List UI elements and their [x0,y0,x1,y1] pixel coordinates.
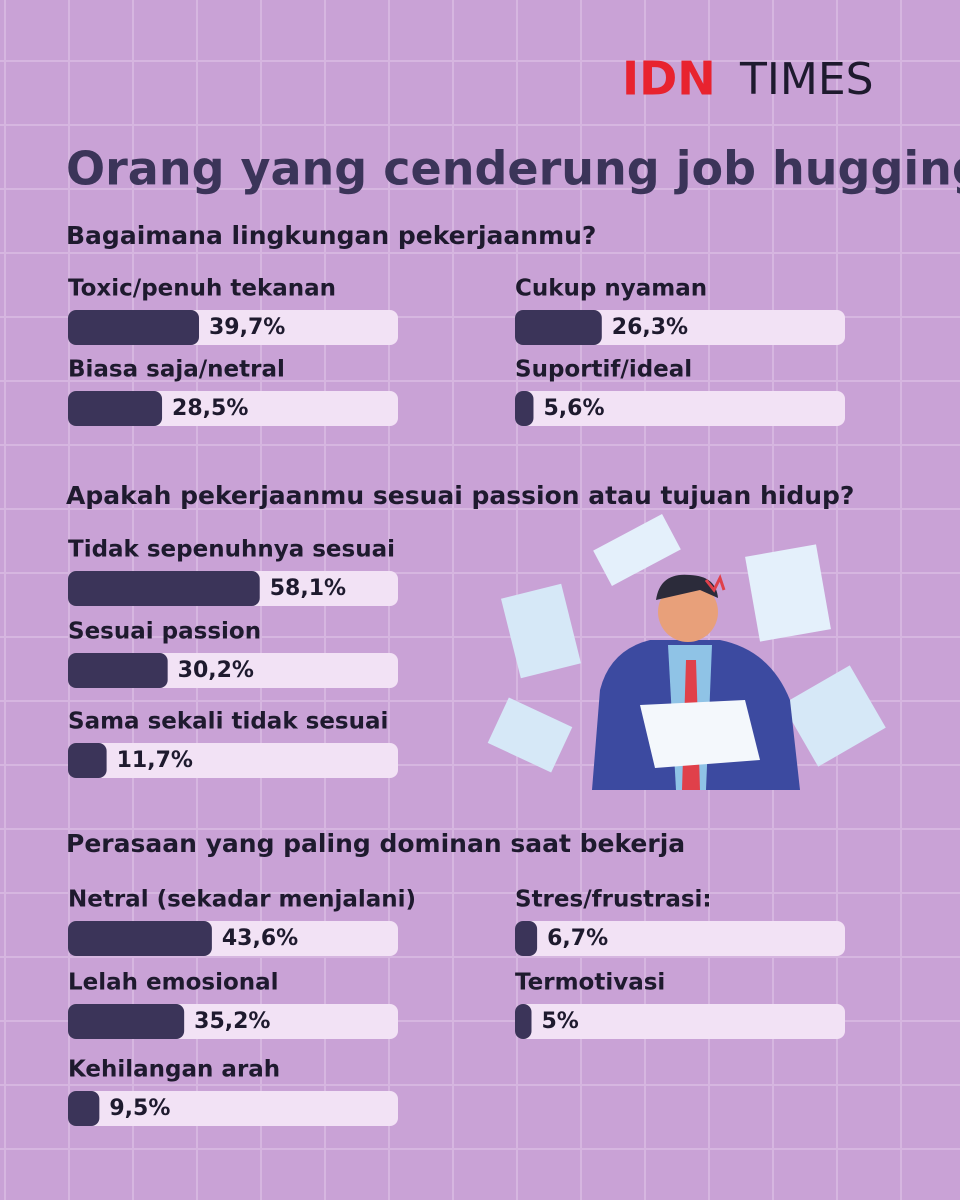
bar [68,921,212,956]
bar-track [68,743,398,778]
value-label: 11,7% [117,748,193,773]
value-label: 43,6% [222,926,298,951]
item-label: Stres/frustrasi: [515,887,712,913]
item-label: Cukup nyaman [515,276,707,302]
bar [68,1091,100,1126]
item-label: Termotivasi [515,970,665,996]
bar-track [515,921,845,956]
item-label: Biasa saja/netral [68,357,285,383]
value-label: 26,3% [612,315,688,340]
item-label: Lelah emosional [68,970,279,996]
bar [68,310,200,345]
value-label: 28,5% [172,396,248,421]
bar [68,571,260,606]
item-label: Toxic/penuh tekanan [68,276,336,302]
bar [68,743,107,778]
value-label: 35,2% [194,1009,270,1034]
bar-track [68,1091,398,1126]
value-label: 5,6% [543,396,604,421]
bar [68,391,163,426]
item-label: Sesuai passion [68,619,261,645]
value-label: 6,7% [547,926,608,951]
bar [68,1004,185,1039]
bar-track [515,1004,845,1039]
value-label: 30,2% [178,658,254,683]
item-label: Kehilangan arah [68,1057,280,1083]
value-label: 5% [542,1009,579,1034]
bar [515,310,602,345]
question: Perasaan yang paling dominan saat bekerj… [66,829,685,858]
brand-times: TIMES [739,54,874,105]
bar [515,391,534,426]
value-label: 39,7% [209,315,285,340]
item-label: Netral (sekadar menjalani) [68,887,416,913]
illustration [487,514,886,790]
item-label: Sama sekali tidak sesuai [68,709,388,735]
value-label: 9,5% [109,1096,170,1121]
item-label: Suportif/ideal [515,357,692,383]
bar [68,653,168,688]
item-label: Tidak sepenuhnya sesuai [68,537,395,563]
question: Apakah pekerjaanmu sesuai passion atau t… [66,481,854,510]
bar-track [515,391,845,426]
brand-idn: IDN [622,52,716,106]
question: Bagaimana lingkungan pekerjaanmu? [66,221,596,250]
bar [515,1004,532,1039]
title: Orang yang cenderung job hugging [66,142,960,196]
bar [515,921,538,956]
value-label: 58,1% [270,576,346,601]
